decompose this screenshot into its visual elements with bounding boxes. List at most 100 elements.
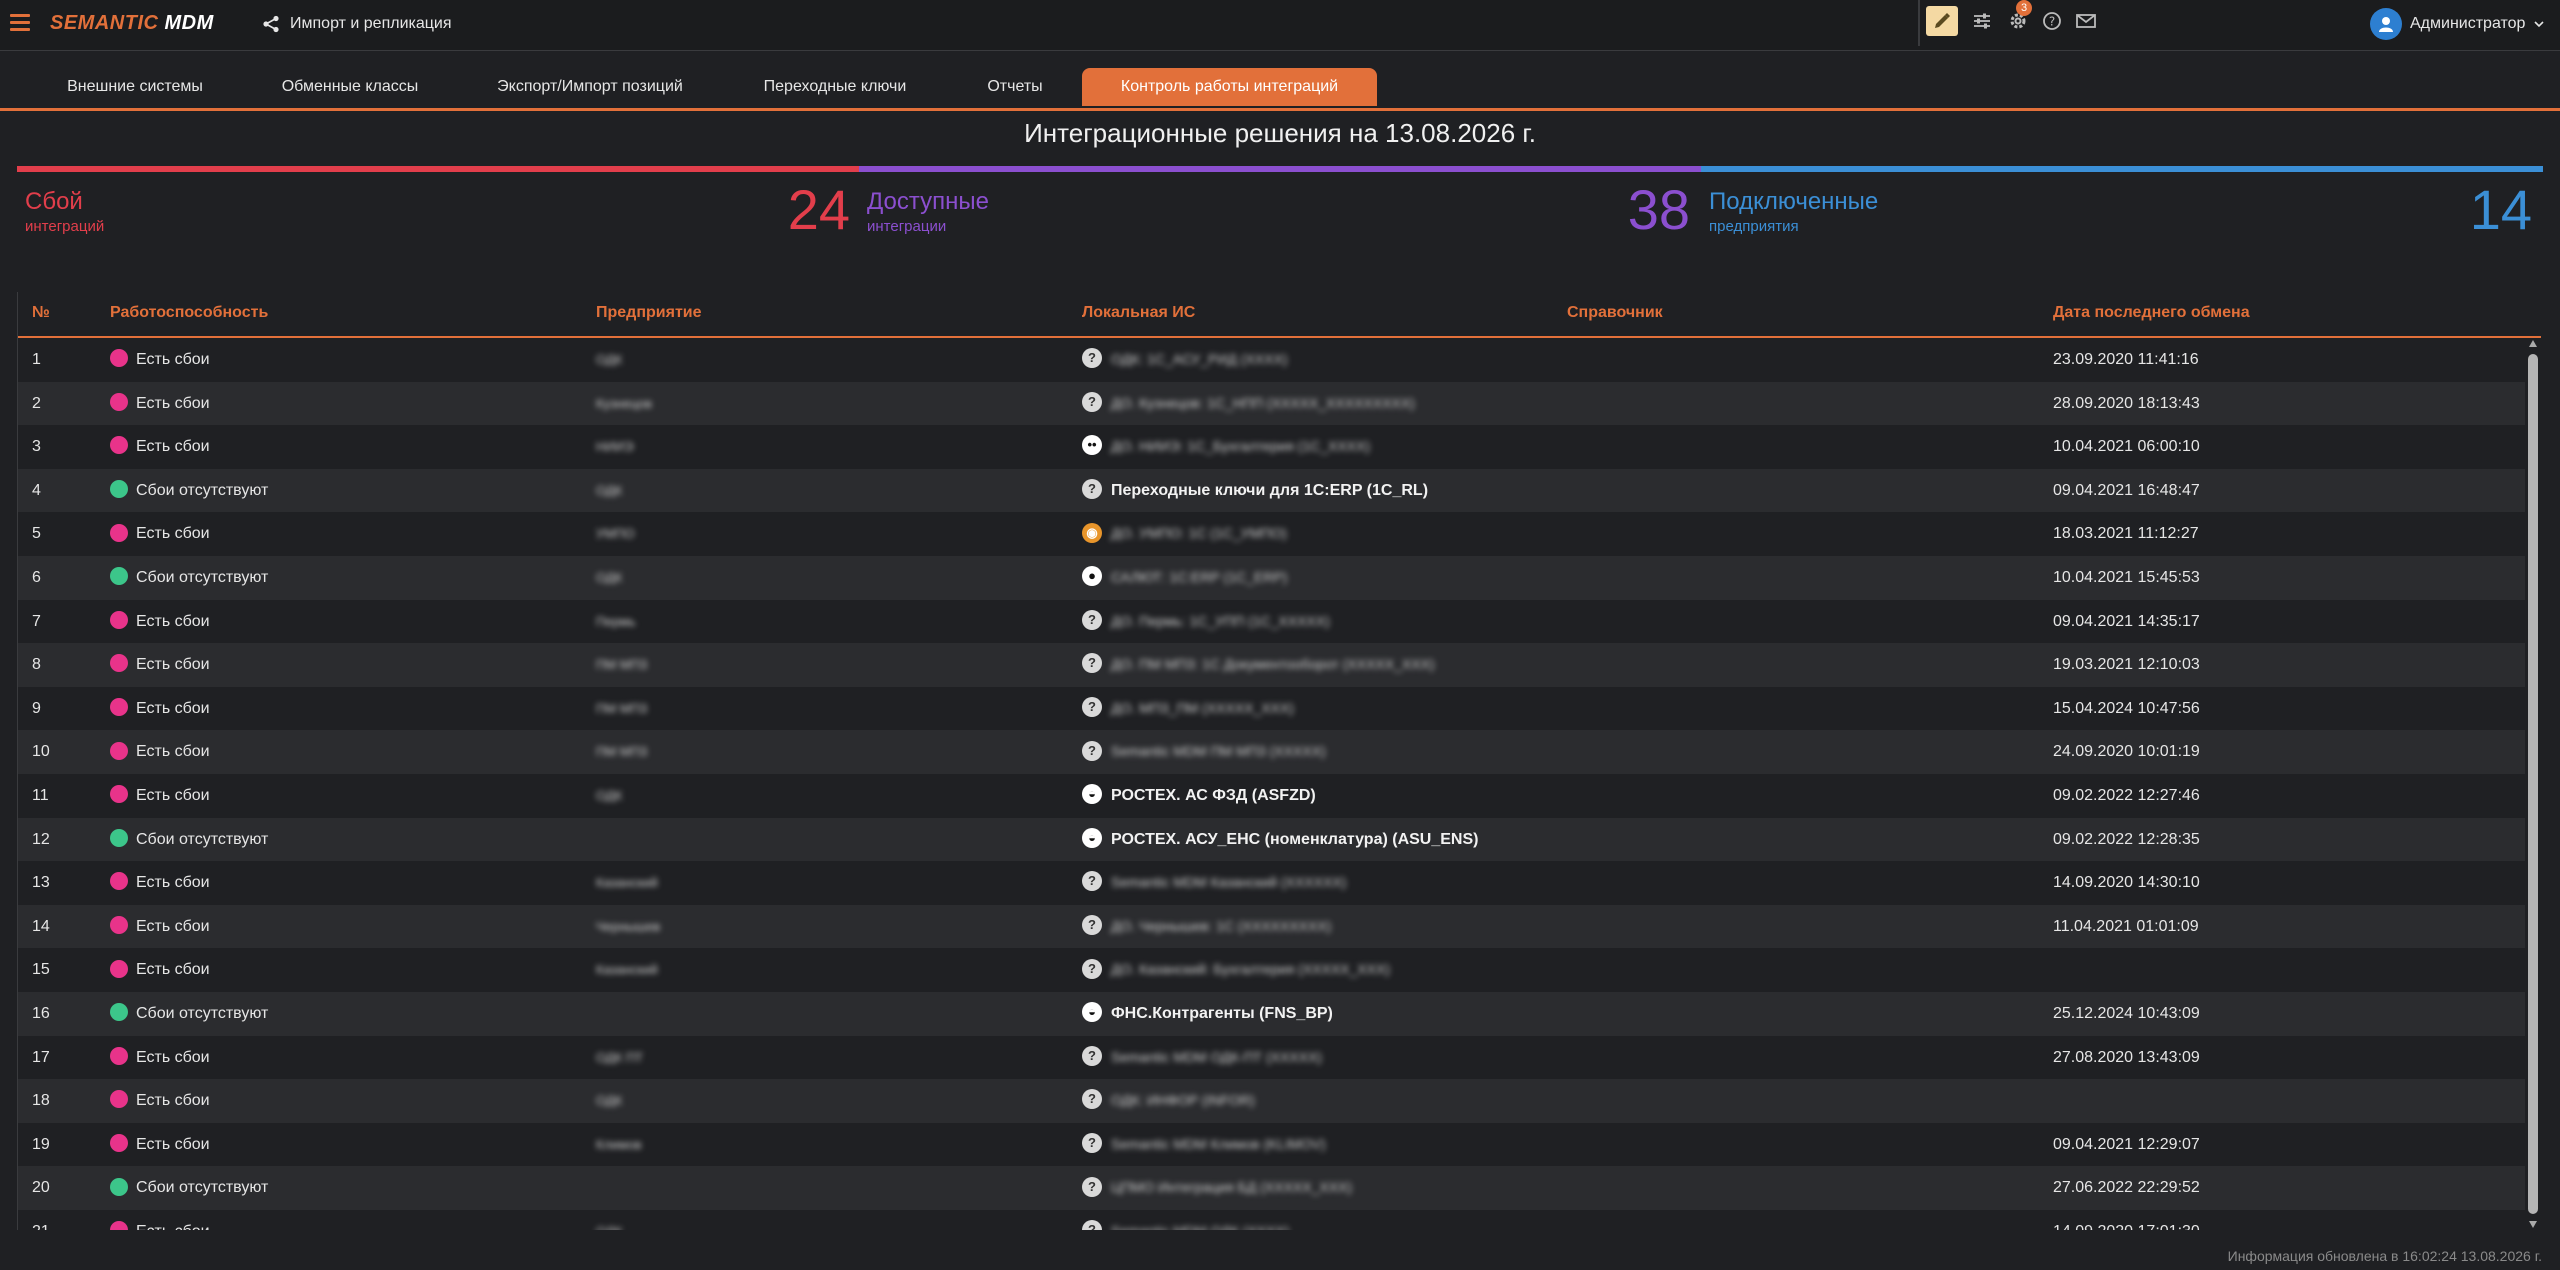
help-button[interactable]: ? (2038, 6, 2066, 36)
table-row[interactable]: 7 Есть сбои Пермь? ДО. Пермь: 1С_УПП (1С_XX… (18, 600, 2525, 644)
local-is-cell[interactable]: ? Semantic MDM ПМ МП3 (XXXXX) (1082, 730, 1326, 774)
last-updated-info: Информация обновлена в 16:02:24 13.08.20… (2227, 1248, 2542, 1264)
local-is-cell[interactable]: ● САЛЮТ: 1С:ERP (1С_ERP) (1082, 556, 1287, 600)
table-row[interactable]: 5 Есть сбои УМПО ◉ ДО. УМПО: 1С (1С_УМПО) 18.… (18, 512, 2525, 556)
table-row[interactable]: 2 Есть сбои Кузнецов? ДО. Кузнецов: 1С_НПП … (18, 381, 2525, 426)
local-is-cell[interactable]: ? ОДК: 1С_АСУ_РИД (XXXX) (1082, 338, 1287, 382)
settings-button[interactable] (2004, 6, 2032, 36)
table-row[interactable]: 21 Есть сбои ОДК? Semantic MDM ОДК (XXXX) 14… (18, 1210, 2525, 1230)
table-row[interactable]: 19 Есть сбои Климов? Semantic MDM Климов (K… (18, 1123, 2525, 1167)
system-question-icon: ? (1082, 697, 1102, 718)
page-title: Интеграционные решения на 13.08.2026 г. (1024, 118, 1536, 148)
status-fail-indicator-icon (110, 436, 128, 455)
system-question-icon: ? (1082, 609, 1102, 630)
local-is-name: ЦПМО Интеграция БД (XXXXX_XXX) (1111, 1179, 1353, 1196)
table-row[interactable]: 15 Есть сбои Казанский? ДО. Казанский: Бухг… (18, 948, 2525, 992)
local-is-cell[interactable]: ? Semantic MDM Казанский (XXXXXX) (1082, 861, 1346, 905)
status-label: Сбои отсутствуют (136, 568, 269, 586)
table-row[interactable]: 17 Есть сбои ОДК ПТ? Semantic MDM ОДК-ПТ (X… (18, 1036, 2525, 1080)
edit-mode-button[interactable] (1926, 6, 1958, 36)
tab-exchange-classes[interactable]: Обменные классы (281, 78, 419, 95)
table-row[interactable]: 16 Сбои отсутствуют ◒ ФНС.Контрагенты (FNS_… (18, 991, 2525, 1036)
table-row[interactable]: 4 Сбои отсутствуют ОДК? Переходные ключи дл… (18, 468, 2525, 513)
system-question-icon: ? (1082, 1132, 1102, 1153)
local-is-cell[interactable]: ◒ РОСТЕХ. АСУ_ЕНС (номенклатура) (ASU_ENS… (1082, 818, 1478, 862)
system-dark-icon: ◒ (1082, 784, 1102, 805)
scroll-thumb[interactable] (2528, 354, 2538, 1214)
app-logo[interactable]: SEMANTIC MDM (50, 12, 214, 35)
enterprise-cell: ПМ МП3 (596, 657, 648, 673)
row-number: 15 (32, 961, 50, 979)
local-is-cell[interactable]: ? Semantic MDM ОДК (XXXX) (1082, 1210, 1289, 1230)
table-row[interactable]: 1 Есть сбои ОДК? ОДК: 1С_АСУ_РИД (XXXX) 23.0… (18, 338, 2525, 382)
enterprise-cell: ОДК (596, 352, 623, 367)
scroll-up-arrow-icon[interactable] (2529, 340, 2537, 347)
tab-reports[interactable]: Отчеты (987, 78, 1043, 95)
local-is-cell[interactable]: ◒ РОСТЕХ. АС ФЗД (ASFZD) (1082, 774, 1316, 818)
tab-integration-control[interactable]: Контроль работы интеграций (1082, 68, 1377, 106)
tab-export-import-positions[interactable]: Экспорт/Импорт позиций (497, 78, 683, 95)
local-is-cell[interactable]: ? ДО. ПМ МП3: 1С Документооборот (XXXXX_X… (1082, 643, 1435, 687)
tab-external-systems[interactable]: Внешние системы (67, 78, 203, 95)
table-row[interactable]: 6 Сбои отсутствуют ОДК ● САЛЮТ: 1С:ERP (1С_E… (18, 555, 2525, 600)
local-is-cell[interactable]: ? ДО. Чернышев: 1С (XXXXXXXXX) (1082, 905, 1331, 949)
table-row[interactable]: 11 Есть сбои ОДК ◒ РОСТЕХ. АС ФЗД (ASFZD) 09.… (18, 774, 2525, 818)
kpi-fail-sublabel: интеграций (25, 218, 105, 235)
last-exchange-date: 19.03.2021 12:10:03 (2053, 656, 2200, 674)
status-label: Есть сбои (136, 1135, 210, 1153)
header-status[interactable]: Работоспособность (110, 304, 269, 321)
scroll-down-arrow-icon[interactable] (2529, 1221, 2537, 1228)
table-scrollbar[interactable] (2525, 338, 2541, 1230)
enterprise-cell: Чернышев (596, 918, 661, 934)
local-is-cell[interactable]: ? ДО. Кузнецов: 1С_НПП (XXXXX_XXXXXXXXX) (1082, 382, 1415, 426)
header-last-exchange[interactable]: Дата последнего обмена (2053, 304, 2250, 321)
filters-button[interactable] (1968, 6, 1996, 36)
messages-button[interactable] (2072, 6, 2100, 36)
status-label: Есть сбои (136, 525, 210, 543)
header-local-is[interactable]: Локальная ИС (1082, 304, 1196, 321)
status-cell: Есть сбои (110, 643, 210, 687)
local-is-cell[interactable]: ? Semantic MDM ОДК-ПТ (XXXXX) (1082, 1036, 1322, 1080)
table-row[interactable]: 3 Есть сбои НИИЭ •• ДО. НИИЭ: 1С_Бухгалтерия… (18, 425, 2525, 469)
enterprise-cell: ОДК (596, 787, 623, 803)
status-label: Есть сбои (136, 438, 210, 456)
row-number: 2 (32, 394, 41, 412)
local-is-cell[interactable]: ? ДО. МП3_ПМ (XXXXX_XXX) (1082, 687, 1294, 731)
local-is-cell[interactable]: ? ДО. Казанский: Бухгалтерия (XXXXX_XXX) (1082, 948, 1390, 992)
tab-transition-keys[interactable]: Переходные ключи (763, 78, 907, 95)
system-question-icon: ? (1082, 1045, 1102, 1066)
local-is-cell[interactable]: ◒ ФНС.Контрагенты (FNS_BP) (1082, 992, 1333, 1036)
table-row[interactable]: 9 Есть сбои ПМ МП3? ДО. МП3_ПМ (XXXXX_XXX) 1… (18, 687, 2525, 731)
header-enterprise[interactable]: Предприятие (596, 304, 702, 321)
local-is-cell[interactable]: ? Переходные ключи для 1С:ERP (1C_RL) (1082, 469, 1428, 513)
local-is-cell[interactable]: ? ОДК: ИНФОР (INFOR) (1082, 1079, 1255, 1123)
row-number: 11 (32, 786, 49, 804)
enterprise-cell: НИИЭ (596, 439, 634, 455)
kpi-connected-value: 14 (2469, 178, 2532, 241)
local-is-cell[interactable]: ? ЦПМО Интеграция БД (XXXXX_XXX) (1082, 1166, 1352, 1210)
row-number: 20 (32, 1179, 50, 1197)
share-icon (263, 15, 279, 33)
status-cell: Есть сбои (110, 730, 210, 774)
table-row[interactable]: 12 Сбои отсутствуют ◒ РОСТЕХ. АСУ_ЕНС (номе… (18, 817, 2525, 862)
table-row[interactable]: 20 Сбои отсутствуют? ЦПМО Интеграция БД (X… (18, 1166, 2525, 1210)
local-is-cell[interactable]: ? ДО. Пермь: 1С_УПП (1С_XXXXX) (1082, 600, 1330, 644)
table-row[interactable]: 14 Есть сбои Чернышев? ДО. Чернышев: 1С (XX… (18, 904, 2525, 949)
mail-icon (2076, 14, 2096, 28)
table-row[interactable]: 8 Есть сбои ПМ МП3? ДО. ПМ МП3: 1С Документ… (18, 643, 2525, 687)
local-is-cell[interactable]: ◉ ДО. УМПО: 1С (1С_УМПО) (1082, 512, 1287, 556)
local-is-cell[interactable]: ? Semantic MDM Климов (KLIMOV) (1082, 1123, 1326, 1167)
hamburger-menu-icon[interactable] (10, 14, 30, 34)
enterprise-cell: Казанский (596, 962, 658, 978)
integrations-table: № Работоспособность Предприятие Локальна… (17, 292, 2541, 1230)
table-row[interactable]: 13 Есть сбои Казанский? Semantic MDM Казанс… (18, 861, 2525, 905)
local-is-cell[interactable]: •• ДО. НИИЭ: 1С_Бухгалтерия (1С_XXXX) (1082, 425, 1370, 469)
local-is-name: ФНС.Контрагенты (FNS_BP) (1111, 1004, 1333, 1022)
status-label: Есть сбои (136, 351, 210, 368)
header-num[interactable]: № (32, 304, 50, 321)
table-row[interactable]: 10 Есть сбои ПМ МП3? Semantic MDM ПМ МП3 (X… (18, 730, 2525, 774)
user-menu[interactable]: Администратор (2370, 8, 2545, 40)
table-row[interactable]: 18 Есть сбои ОДК? ОДК: ИНФОР (INFOR) (18, 1079, 2525, 1123)
import-replication-link[interactable]: Импорт и репликация (262, 12, 452, 36)
header-directory[interactable]: Справочник (1567, 304, 1663, 321)
